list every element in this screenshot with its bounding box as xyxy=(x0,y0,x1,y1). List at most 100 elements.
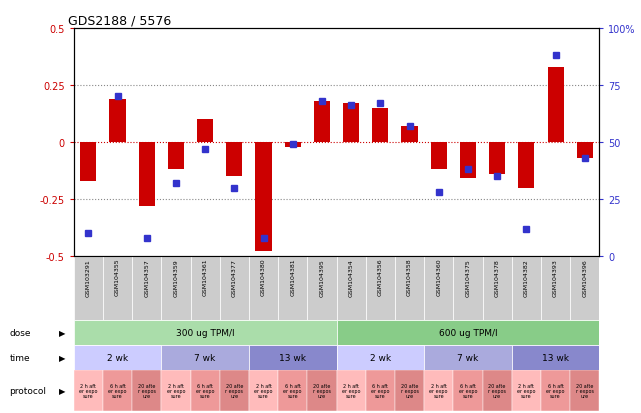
Text: ▶: ▶ xyxy=(59,353,65,362)
Bar xyxy=(74,256,103,320)
Text: 20 afte
r expos
ure: 20 afte r expos ure xyxy=(488,382,506,399)
Bar xyxy=(226,142,242,177)
Bar xyxy=(337,370,366,411)
Bar xyxy=(483,370,512,411)
Text: 6 h aft
er expo
sure: 6 h aft er expo sure xyxy=(283,382,302,399)
Text: 20 afte
r expos
ure: 20 afte r expos ure xyxy=(226,382,244,399)
Bar xyxy=(337,256,366,320)
Bar xyxy=(74,370,103,411)
Bar xyxy=(249,370,278,411)
Text: GSM104378: GSM104378 xyxy=(495,258,499,296)
Bar xyxy=(103,256,132,320)
Bar xyxy=(424,345,512,370)
Bar xyxy=(512,370,541,411)
Bar xyxy=(366,256,395,320)
Text: GSM104354: GSM104354 xyxy=(349,258,354,296)
Bar xyxy=(424,370,453,411)
Bar xyxy=(162,256,190,320)
Bar xyxy=(132,370,162,411)
Bar xyxy=(80,142,96,181)
Text: GSM104375: GSM104375 xyxy=(465,258,470,296)
Bar xyxy=(366,370,395,411)
Text: GSM104357: GSM104357 xyxy=(144,258,149,296)
Bar xyxy=(220,370,249,411)
Bar xyxy=(489,142,505,174)
Text: 600 ug TPM/l: 600 ug TPM/l xyxy=(438,328,497,337)
Text: 2 h aft
er expo
sure: 2 h aft er expo sure xyxy=(254,382,273,399)
Bar xyxy=(256,142,272,252)
Text: ▶: ▶ xyxy=(59,386,65,395)
Bar xyxy=(138,142,154,206)
Text: 6 h aft
er expo
sure: 6 h aft er expo sure xyxy=(108,382,127,399)
Bar xyxy=(570,370,599,411)
Bar xyxy=(395,370,424,411)
Text: 300 ug TPM/l: 300 ug TPM/l xyxy=(176,328,235,337)
Text: 2 wk: 2 wk xyxy=(107,353,128,362)
Text: protocol: protocol xyxy=(10,386,47,395)
Bar xyxy=(220,256,249,320)
Bar xyxy=(337,345,424,370)
Bar xyxy=(190,370,220,411)
Bar xyxy=(249,256,278,320)
Bar xyxy=(424,256,453,320)
Bar xyxy=(168,142,184,170)
Bar xyxy=(483,256,512,320)
Bar xyxy=(103,370,132,411)
Bar xyxy=(314,102,330,142)
Text: 6 h aft
er expo
sure: 6 h aft er expo sure xyxy=(546,382,565,399)
Bar xyxy=(343,104,359,142)
Bar xyxy=(453,370,483,411)
Text: GSM104395: GSM104395 xyxy=(319,258,324,296)
Text: 20 afte
r expos
ure: 20 afte r expos ure xyxy=(313,382,331,399)
Bar xyxy=(395,256,424,320)
Bar xyxy=(74,320,337,345)
Bar xyxy=(337,320,599,345)
Bar xyxy=(278,370,307,411)
Text: 2 h aft
er expo
sure: 2 h aft er expo sure xyxy=(342,382,360,399)
Text: GSM104381: GSM104381 xyxy=(290,258,296,296)
Bar xyxy=(307,256,337,320)
Text: 7 wk: 7 wk xyxy=(457,353,479,362)
Bar xyxy=(401,127,417,142)
Bar xyxy=(190,256,220,320)
Text: GSM104382: GSM104382 xyxy=(524,258,529,296)
Text: dose: dose xyxy=(10,328,31,337)
Bar xyxy=(519,142,535,188)
Text: 2 wk: 2 wk xyxy=(370,353,391,362)
Bar xyxy=(372,109,388,142)
Text: 6 h aft
er expo
sure: 6 h aft er expo sure xyxy=(196,382,214,399)
Text: 20 afte
r expos
ure: 20 afte r expos ure xyxy=(138,382,156,399)
Text: GSM104358: GSM104358 xyxy=(407,258,412,296)
Bar xyxy=(541,370,570,411)
Text: GSM104393: GSM104393 xyxy=(553,258,558,296)
Bar xyxy=(570,256,599,320)
Text: 6 h aft
er expo
sure: 6 h aft er expo sure xyxy=(371,382,390,399)
Text: 13 wk: 13 wk xyxy=(279,353,306,362)
Bar xyxy=(541,256,570,320)
Bar xyxy=(577,142,593,159)
Bar xyxy=(74,345,162,370)
Text: GDS2188 / 5576: GDS2188 / 5576 xyxy=(69,15,172,28)
Text: 20 afte
r expos
ure: 20 afte r expos ure xyxy=(576,382,594,399)
Text: 2 h aft
er expo
sure: 2 h aft er expo sure xyxy=(429,382,448,399)
Bar xyxy=(197,120,213,142)
Text: GSM104356: GSM104356 xyxy=(378,258,383,296)
Text: 7 wk: 7 wk xyxy=(194,353,216,362)
Bar xyxy=(249,345,337,370)
Bar xyxy=(431,142,447,170)
Bar xyxy=(162,370,190,411)
Text: GSM103291: GSM103291 xyxy=(86,258,91,296)
Bar xyxy=(453,256,483,320)
Text: GSM104361: GSM104361 xyxy=(203,258,208,296)
Bar xyxy=(307,370,337,411)
Bar xyxy=(110,100,126,142)
Bar xyxy=(278,256,307,320)
Text: 6 h aft
er expo
sure: 6 h aft er expo sure xyxy=(459,382,477,399)
Text: GSM104355: GSM104355 xyxy=(115,258,120,296)
Text: 2 h aft
er expo
sure: 2 h aft er expo sure xyxy=(167,382,185,399)
Text: GSM104360: GSM104360 xyxy=(437,258,441,296)
Text: 20 afte
r expos
ure: 20 afte r expos ure xyxy=(401,382,419,399)
Text: GSM104380: GSM104380 xyxy=(261,258,266,296)
Bar xyxy=(547,68,563,142)
Bar xyxy=(512,256,541,320)
